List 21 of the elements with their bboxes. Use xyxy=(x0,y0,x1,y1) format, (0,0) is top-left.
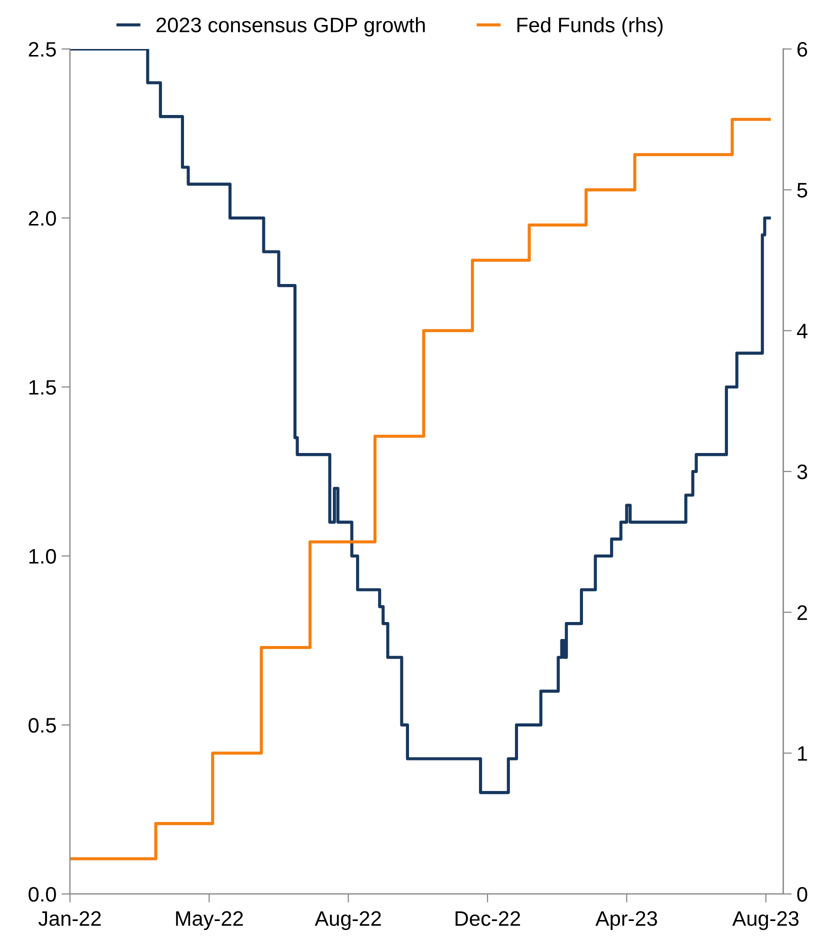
x-tick-label: Aug-22 xyxy=(314,911,381,930)
x-tick-label: May-22 xyxy=(176,911,243,930)
y2-tick-label: 0 xyxy=(797,886,808,902)
x-tick-label: Dec-22 xyxy=(456,911,520,926)
y2-tick-label: 2 xyxy=(797,605,807,620)
y-tick-label: 1.0 xyxy=(29,548,56,564)
legend-label: Fed Funds (rhs) xyxy=(517,17,663,36)
y-tick-label: 2.5 xyxy=(28,42,56,57)
x-tick-label: Aug-23 xyxy=(732,911,799,930)
x-tick-label: Apr-23 xyxy=(595,911,658,930)
y2-tick-label: 3 xyxy=(797,464,808,480)
y2-tick-label: 1 xyxy=(798,746,808,761)
y-tick-label: 2.0 xyxy=(28,210,56,226)
legend-label: 2023 consensus GDP growth xyxy=(156,17,425,36)
y2-tick-label: 6 xyxy=(798,42,808,57)
y-tick-label: 0.5 xyxy=(28,718,56,733)
y-tick-label: 1.5 xyxy=(29,380,56,395)
x-tick-label: Jan-22 xyxy=(38,911,101,926)
y-tick-label: 0.0 xyxy=(28,886,56,902)
y2-tick-label: 5 xyxy=(797,183,808,198)
y2-tick-label: 4 xyxy=(796,324,808,338)
